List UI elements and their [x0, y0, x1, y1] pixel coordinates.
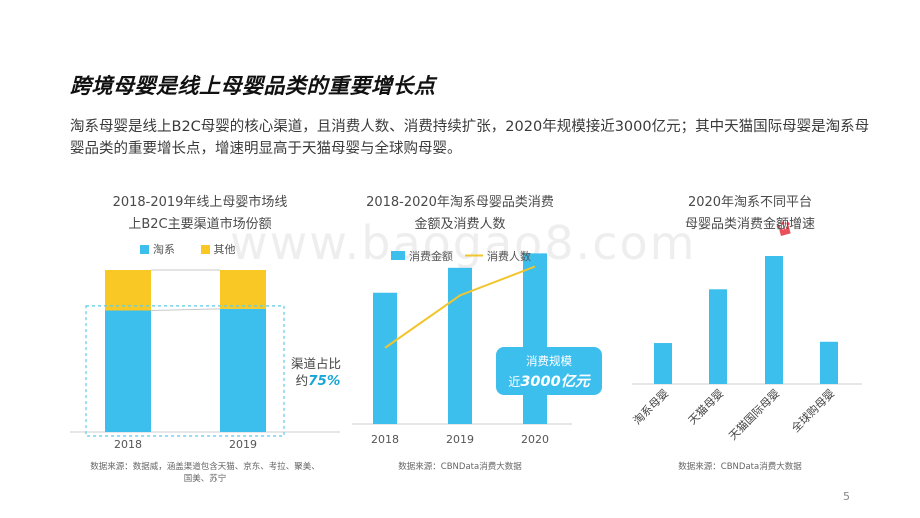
chart3-bar-tmall-global — [765, 256, 783, 384]
chart3-bar-global-buy — [820, 341, 838, 384]
legend-item-taoxi: 淘系 — [140, 243, 175, 256]
chart3-bar-taoxi — [654, 343, 672, 384]
chart1-annotation-line1: 渠道占比 — [291, 356, 341, 371]
chart3-title-line2: 母婴品类消费金额增速 — [684, 217, 815, 232]
chart2-badge — [496, 347, 602, 395]
chart1-xtick-2019: 2019 — [229, 438, 257, 451]
chart2-title-line1: 2018-2020年淘系母婴品类消费 — [366, 195, 554, 210]
chart2-legend-swatch-bar — [391, 251, 405, 260]
chart3-bar-tmall — [709, 289, 727, 384]
legend-swatch-blue — [140, 245, 149, 254]
page-subtitle: 淘系母婴是线上B2C母婴的核心渠道，且消费人数、消费持续扩张，2020年规模接近… — [70, 119, 870, 157]
legend-swatch-yellow — [200, 245, 210, 254]
legend-label-taoxi: 淘系 — [153, 243, 175, 256]
chart1-bar-2019-other — [220, 270, 266, 309]
chart1-bar-2018-taoxi — [105, 310, 151, 432]
chart1-highlight-box — [85, 305, 285, 437]
chart1-title-line1: 2018-2019年线上母婴市场线 — [112, 195, 288, 210]
chart1-source-line2: 国美、苏宁 — [183, 474, 227, 484]
watermark: www.baogao8.com — [230, 216, 697, 270]
chart2-source: 数据来源：CBNData消费大数据 — [398, 462, 522, 472]
chart1-plot: 2018 2019 渠道占比 约75% — [70, 269, 341, 451]
chart3-title-line1: 2020年淘系不同平台 — [687, 195, 813, 210]
chart3-xtick-tmall: 天猫母婴 — [686, 387, 726, 427]
chart2-xtick-2019: 2019 — [446, 433, 474, 446]
chart2-line-consumers — [384, 265, 536, 349]
chart3-xtick-taoxi: 淘系母婴 — [631, 387, 671, 427]
chart1-bar-2019-taoxi — [220, 308, 266, 432]
chart2-legend-label-amount: 消费金额 — [409, 249, 453, 263]
chart3-plot: 淘系母婴 天猫母婴 天猫国际母婴 全球购母婴 — [631, 221, 862, 443]
chart2-badge-line2: 近3000亿元 — [508, 373, 591, 390]
chart2-bar-2019 — [448, 267, 472, 424]
chart2-bar-2020 — [523, 253, 547, 424]
chart3-source: 数据来源：CBNData消费大数据 — [678, 462, 802, 472]
chart1-annotation-value: 75% — [308, 373, 340, 389]
chart2-badge-prefix: 近 — [508, 375, 520, 389]
chart2-badge-line1: 消费规模 — [526, 354, 572, 368]
chart2-xtick-2018: 2018 — [371, 433, 399, 446]
chart3-xtick-tmall-global: 天猫国际母婴 — [726, 387, 782, 443]
crown-icon — [776, 221, 791, 236]
chart2-legend-label-people: 消费人数 — [487, 249, 531, 263]
chart1-source: 数据来源：数据威，涵盖渠道包含天猫、京东、考拉、聚美、 国美、苏宁 — [60, 461, 350, 485]
chart3-xtick-global-buy: 全球购母婴 — [788, 386, 837, 435]
chart1-legend: 淘系 其他 — [140, 241, 236, 257]
chart1-title: 2018-2019年线上母婴市场线 上B2C主要渠道市场份额 — [80, 192, 320, 236]
chart2-plot: 2018 2019 2020 消费金额 消费人数 消费规模 近3000亿元 — [352, 249, 602, 446]
legend-item-other: 其他 — [200, 243, 236, 256]
chart1-xtick-2018: 2018 — [114, 438, 142, 451]
page-number: 5 — [843, 490, 850, 503]
chart3-title: 2020年淘系不同平台 母婴品类消费金额增速 — [640, 192, 860, 236]
chart2-title-line2: 金额及消费人数 — [414, 217, 506, 232]
page-title: 跨境母婴是线上母婴品类的重要增长点 — [70, 74, 436, 98]
chart2-bar-2018 — [373, 292, 397, 424]
chart1-annotation-line2: 约75% — [296, 373, 341, 389]
chart1-annotation-prefix: 约 — [296, 373, 309, 388]
chart1-bar-2018-other — [105, 270, 151, 311]
chart2-badge-value: 3000亿元 — [520, 373, 591, 390]
chart2-title: 2018-2020年淘系母婴品类消费 金额及消费人数 — [345, 192, 575, 236]
chart1-connector-mid — [150, 308, 221, 311]
chart1-title-line2: 上B2C主要渠道市场份额 — [128, 217, 272, 232]
legend-label-other: 其他 — [213, 243, 236, 256]
chart2-xtick-2020: 2020 — [521, 433, 549, 446]
chart1-source-line1: 数据来源：数据威，涵盖渠道包含天猫、京东、考拉、聚美、 — [90, 462, 320, 472]
